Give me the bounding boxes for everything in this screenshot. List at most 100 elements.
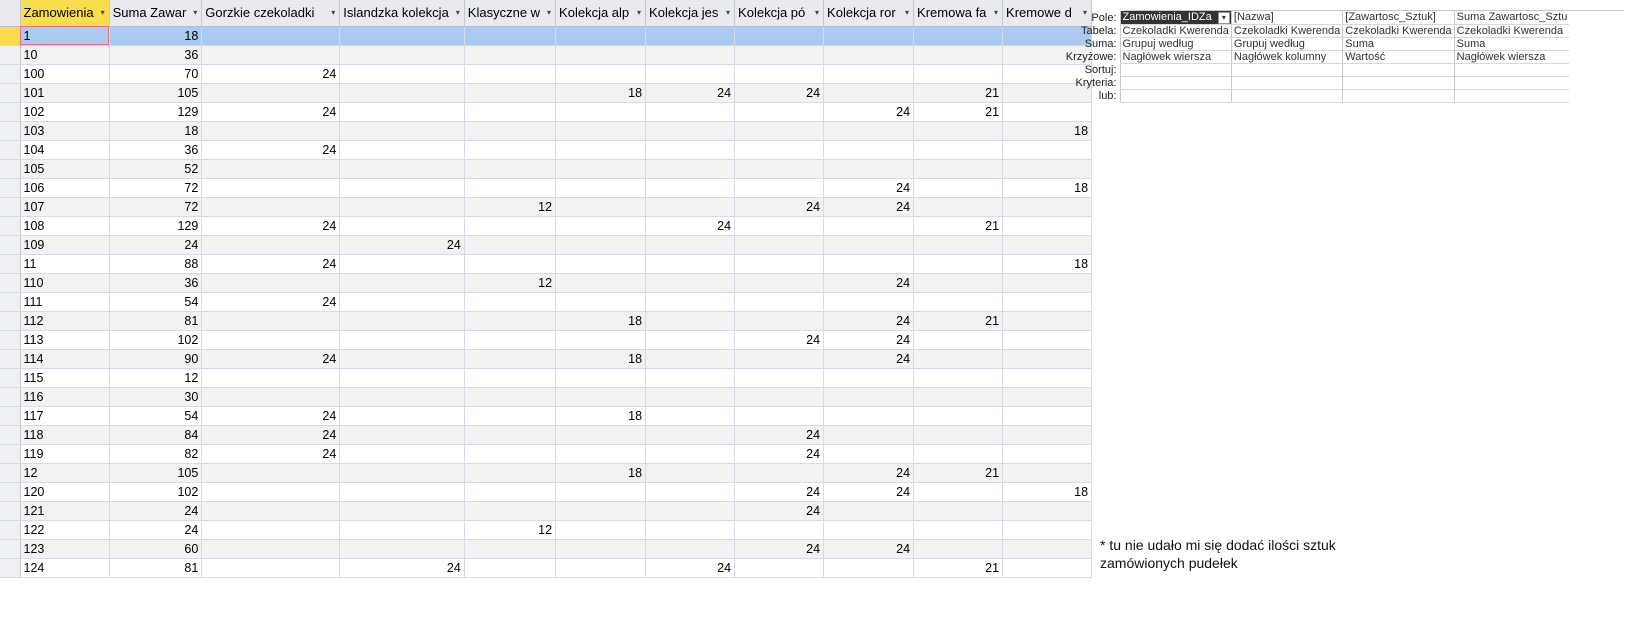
table-cell[interactable]: 24 xyxy=(201,444,341,464)
table-row[interactable]: 101 105 18 24 24 21 xyxy=(0,83,1093,103)
table-cell[interactable] xyxy=(464,83,557,103)
table-cell[interactable] xyxy=(201,273,341,293)
query-grid-cell[interactable]: Nagłówek wiersza xyxy=(1119,50,1232,64)
table-cell[interactable]: 114 xyxy=(20,349,110,369)
table-cell[interactable] xyxy=(339,425,465,445)
table-cell[interactable]: 24 xyxy=(201,102,341,122)
table-cell[interactable] xyxy=(734,121,825,141)
table-cell[interactable] xyxy=(734,273,825,293)
table-cell[interactable] xyxy=(464,235,557,255)
table-cell[interactable] xyxy=(339,178,465,198)
table-row[interactable]: 124 81 24 24 21 xyxy=(0,558,1093,578)
table-cell[interactable] xyxy=(645,349,736,369)
table-cell[interactable] xyxy=(1002,26,1093,46)
table-cell[interactable]: 81 xyxy=(109,558,203,578)
table-row[interactable]: 104 36 24 xyxy=(0,140,1093,160)
table-cell[interactable] xyxy=(913,45,1004,65)
chevron-down-icon[interactable]: ▾ xyxy=(1217,12,1230,23)
row-selector[interactable] xyxy=(0,83,21,103)
query-grid-cell[interactable] xyxy=(1453,76,1570,90)
table-cell[interactable]: 24 xyxy=(201,140,341,160)
table-cell[interactable]: 24 xyxy=(823,197,915,217)
row-selector[interactable] xyxy=(0,520,21,540)
table-cell[interactable]: 108 xyxy=(20,216,110,236)
table-cell[interactable]: 12 xyxy=(464,197,557,217)
table-cell[interactable] xyxy=(339,45,465,65)
table-cell[interactable] xyxy=(1002,425,1093,445)
table-cell[interactable]: 24 xyxy=(823,539,915,559)
table-cell[interactable]: 24 xyxy=(201,64,341,84)
table-cell[interactable] xyxy=(823,425,915,445)
column-header[interactable]: Kolekcja jes ▾ xyxy=(645,0,736,27)
table-cell[interactable] xyxy=(464,45,557,65)
table-cell[interactable] xyxy=(823,387,915,407)
table-cell[interactable]: 36 xyxy=(109,45,203,65)
row-selector[interactable] xyxy=(0,140,21,160)
table-cell[interactable] xyxy=(464,539,557,559)
row-selector[interactable] xyxy=(0,558,21,578)
table-row[interactable]: 114 90 24 18 24 xyxy=(0,349,1093,369)
table-row[interactable]: 103 18 18 xyxy=(0,121,1093,141)
table-cell[interactable] xyxy=(555,273,647,293)
query-grid-cell[interactable] xyxy=(1342,63,1455,77)
chevron-down-icon[interactable]: ▾ xyxy=(726,8,731,17)
table-cell[interactable] xyxy=(555,102,647,122)
table-cell[interactable] xyxy=(823,292,915,312)
table-cell[interactable] xyxy=(734,368,825,388)
table-cell[interactable] xyxy=(555,254,647,274)
table-cell[interactable] xyxy=(555,330,647,350)
table-cell[interactable] xyxy=(555,45,647,65)
row-selector[interactable] xyxy=(0,330,21,350)
table-cell[interactable] xyxy=(555,140,647,160)
table-cell[interactable] xyxy=(1002,463,1093,483)
table-cell[interactable] xyxy=(464,159,557,179)
table-cell[interactable]: 102 xyxy=(109,330,203,350)
table-cell[interactable] xyxy=(464,463,557,483)
table-cell[interactable] xyxy=(913,444,1004,464)
query-grid-cell[interactable]: Suma Zawartosc_Sztu xyxy=(1453,11,1570,25)
table-cell[interactable] xyxy=(1002,216,1093,236)
table-cell[interactable]: 24 xyxy=(339,235,465,255)
row-selector[interactable] xyxy=(0,539,21,559)
table-cell[interactable] xyxy=(913,482,1004,502)
table-cell[interactable]: 11 xyxy=(20,254,110,274)
table-cell[interactable]: 24 xyxy=(734,197,825,217)
table-cell[interactable]: 18 xyxy=(1002,121,1093,141)
table-cell[interactable] xyxy=(1002,64,1093,84)
row-selector[interactable] xyxy=(0,311,21,331)
table-cell[interactable] xyxy=(823,444,915,464)
table-cell[interactable] xyxy=(645,159,736,179)
table-cell[interactable]: 24 xyxy=(109,520,203,540)
table-cell[interactable]: 24 xyxy=(823,178,915,198)
table-cell[interactable] xyxy=(645,292,736,312)
table-cell[interactable]: 12 xyxy=(109,368,203,388)
column-header[interactable]: Klasyczne w ▾ xyxy=(464,0,557,27)
table-cell[interactable] xyxy=(339,159,465,179)
query-grid-cell[interactable]: Czekoladki Kwerenda xyxy=(1230,24,1343,38)
row-selector[interactable] xyxy=(0,235,21,255)
column-header[interactable]: Zamowienia ▾ xyxy=(20,0,110,27)
table-cell[interactable] xyxy=(734,254,825,274)
table-cell[interactable]: 24 xyxy=(109,501,203,521)
table-cell[interactable] xyxy=(464,292,557,312)
table-cell[interactable]: 111 xyxy=(20,292,110,312)
table-row[interactable]: 117 54 24 18 xyxy=(0,406,1093,426)
table-cell[interactable]: 104 xyxy=(20,140,110,160)
table-cell[interactable]: 105 xyxy=(109,83,203,103)
table-cell[interactable]: 36 xyxy=(109,140,203,160)
table-cell[interactable] xyxy=(823,216,915,236)
table-cell[interactable] xyxy=(734,558,825,578)
table-cell[interactable] xyxy=(555,292,647,312)
table-cell[interactable] xyxy=(201,121,341,141)
row-selector[interactable] xyxy=(0,292,21,312)
table-cell[interactable]: 24 xyxy=(823,273,915,293)
table-cell[interactable] xyxy=(555,501,647,521)
table-cell[interactable]: 116 xyxy=(20,387,110,407)
row-selector[interactable] xyxy=(0,178,21,198)
table-cell[interactable] xyxy=(913,178,1004,198)
query-grid-cell[interactable] xyxy=(1230,76,1343,90)
table-cell[interactable] xyxy=(464,482,557,502)
table-cell[interactable]: 52 xyxy=(109,159,203,179)
table-cell[interactable] xyxy=(645,387,736,407)
row-selector[interactable] xyxy=(0,102,21,122)
